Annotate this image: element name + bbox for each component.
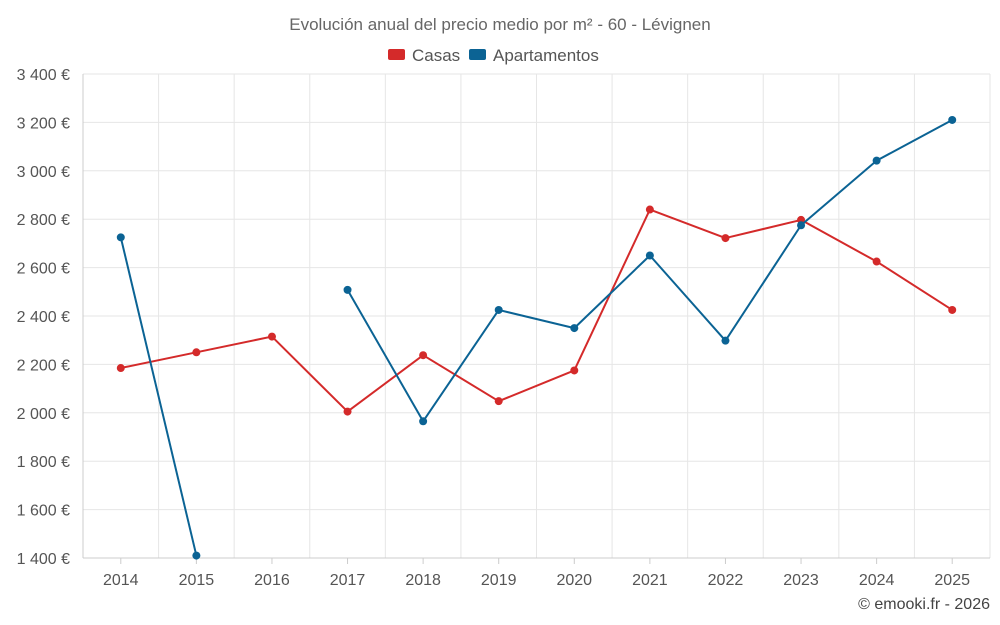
legend-item-apartamentos[interactable]: Apartamentos <box>469 46 599 65</box>
data-point-casas[interactable] <box>192 348 201 357</box>
x-tick-label: 2014 <box>103 572 139 589</box>
data-point-casas[interactable] <box>419 351 428 360</box>
x-tick-label: 2016 <box>254 572 290 589</box>
data-point-apartamentos[interactable] <box>872 156 881 165</box>
data-point-casas[interactable] <box>570 366 579 375</box>
data-point-apartamentos[interactable] <box>343 285 352 294</box>
y-tick-label: 3 400 € <box>17 67 70 84</box>
data-point-casas[interactable] <box>721 234 730 243</box>
data-point-casas[interactable] <box>948 305 957 314</box>
data-point-casas[interactable] <box>494 397 503 406</box>
x-tick-label: 2025 <box>934 572 970 589</box>
y-tick-label: 3 000 € <box>17 164 70 181</box>
legend-item-casas[interactable]: Casas <box>388 46 460 65</box>
legend-label-casas: Casas <box>412 46 460 65</box>
x-tick-label: 2015 <box>179 572 215 589</box>
chart-title: Evolución anual del precio medio por m² … <box>289 15 710 34</box>
legend-label-apartamentos: Apartamentos <box>493 46 599 65</box>
data-point-apartamentos[interactable] <box>797 221 806 230</box>
data-point-casas[interactable] <box>645 205 654 214</box>
x-tick-label: 2018 <box>405 572 441 589</box>
series-apartamentos <box>116 115 957 560</box>
data-point-apartamentos[interactable] <box>192 551 201 560</box>
series-layer <box>116 115 957 560</box>
x-tick-label: 2017 <box>330 572 366 589</box>
y-tick-label: 2 600 € <box>17 261 70 278</box>
x-tick-label: 2021 <box>632 572 668 589</box>
data-point-apartamentos[interactable] <box>645 251 654 260</box>
legend[interactable]: Casas Apartamentos <box>388 46 599 65</box>
series-line-apartamentos <box>119 237 198 556</box>
y-tick-label: 3 200 € <box>17 115 70 132</box>
data-point-casas[interactable] <box>872 257 881 266</box>
data-point-apartamentos[interactable] <box>721 336 730 345</box>
data-point-apartamentos[interactable] <box>116 233 125 242</box>
data-point-apartamentos[interactable] <box>570 324 579 333</box>
legend-swatch-apartamentos <box>469 49 486 60</box>
series-line-casas <box>120 208 953 413</box>
y-tick-label: 1 600 € <box>17 503 70 520</box>
data-point-apartamentos[interactable] <box>419 417 428 426</box>
y-tick-label: 2 200 € <box>17 357 70 374</box>
legend-swatch-casas <box>388 49 405 60</box>
x-tick-label: 2023 <box>783 572 819 589</box>
data-point-apartamentos[interactable] <box>494 305 503 314</box>
series-line-apartamentos <box>346 119 953 423</box>
axes: 1 400 € 1 600 € 1 800 € 2 000 € 2 200 € 2 400… <box>17 67 990 589</box>
y-tick-label: 2 400 € <box>17 309 70 326</box>
series-casas <box>116 205 957 416</box>
y-tick-label: 2 000 € <box>17 406 70 423</box>
data-point-casas[interactable] <box>343 407 352 416</box>
data-point-casas[interactable] <box>116 364 125 373</box>
y-tick-label: 1 400 € <box>17 551 70 568</box>
y-tick-label: 2 800 € <box>17 212 70 229</box>
grid <box>82 73 991 559</box>
y-tick-label: 1 800 € <box>17 454 70 471</box>
data-point-casas[interactable] <box>267 332 276 341</box>
x-tick-label: 2019 <box>481 572 517 589</box>
credit-text: © emooki.fr - 2026 <box>858 596 990 613</box>
data-point-apartamentos[interactable] <box>948 115 957 124</box>
x-tick-label: 2022 <box>708 572 744 589</box>
x-tick-label: 2020 <box>556 572 592 589</box>
x-tick-label: 2024 <box>859 572 895 589</box>
